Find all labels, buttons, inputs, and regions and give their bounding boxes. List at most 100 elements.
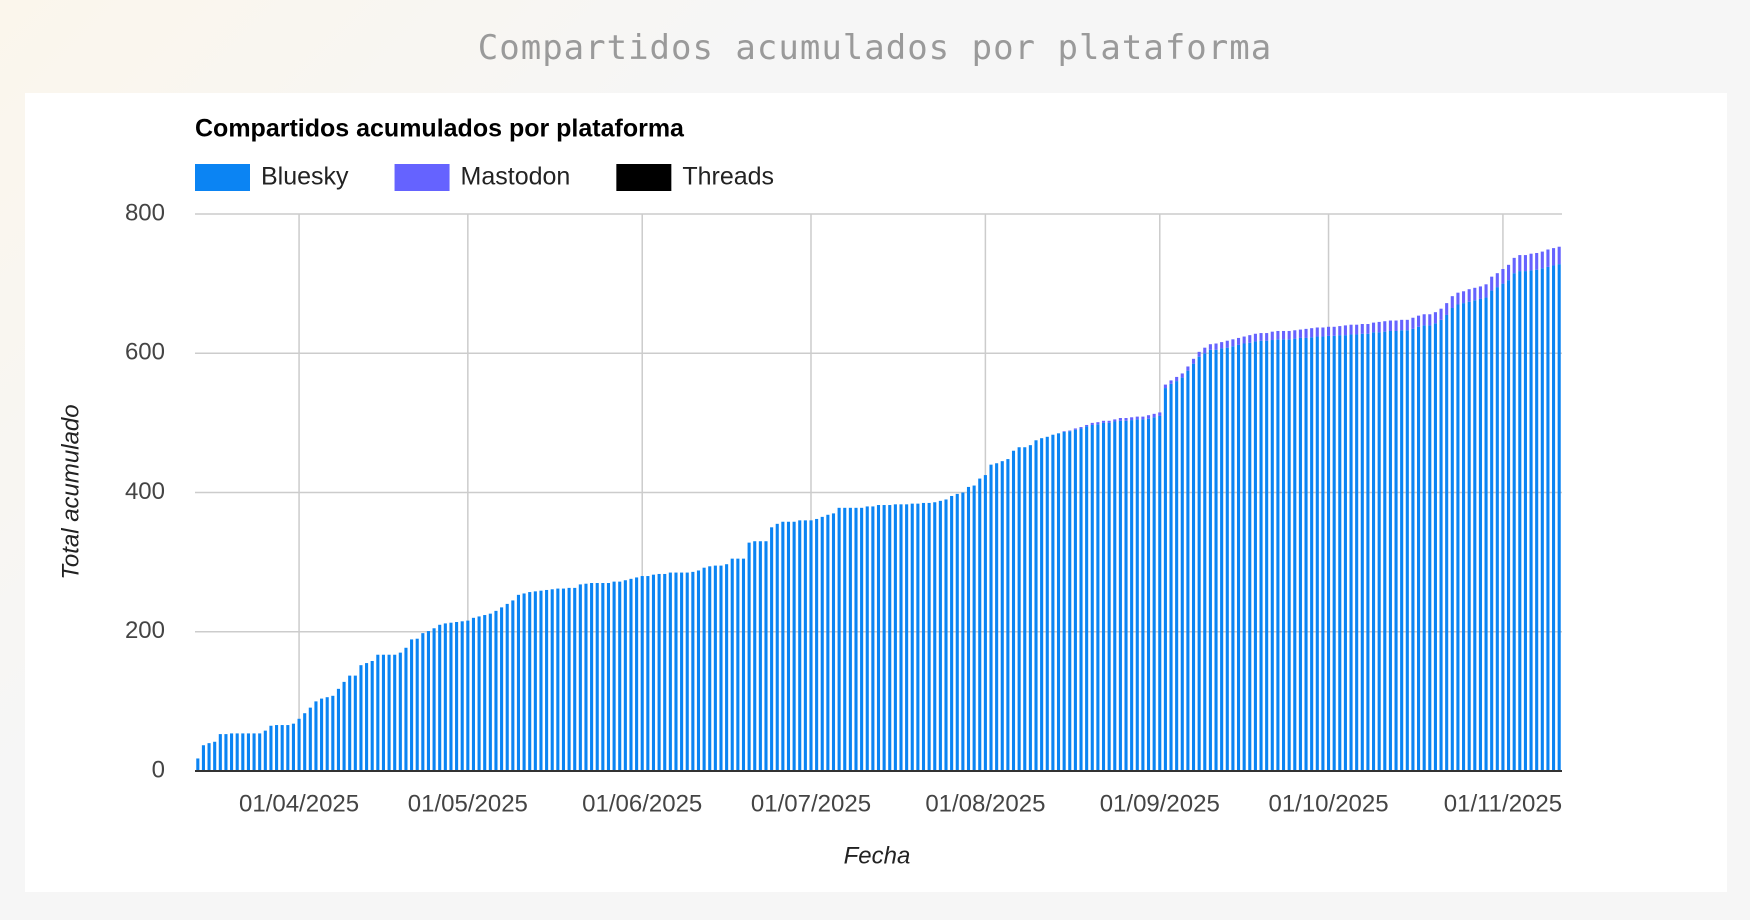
bar-segment [1343, 335, 1347, 771]
bar-segment [303, 713, 307, 771]
legend-label: Threads [682, 163, 774, 191]
bar-segment [1321, 327, 1325, 337]
bar-segment [1417, 326, 1421, 771]
bar-segment [359, 665, 363, 771]
bar-segment [905, 504, 909, 771]
bar-segment [803, 520, 807, 771]
bar-segment [1158, 415, 1162, 771]
bar-segment [1231, 339, 1235, 347]
bar-segment [545, 589, 549, 771]
bar-segment [1326, 335, 1331, 771]
bar-segment [353, 675, 357, 771]
bar-segment [1276, 339, 1280, 771]
bar-segment [1265, 340, 1269, 771]
bar-segment [1377, 321, 1381, 333]
bar-segment [263, 730, 267, 771]
bar-segment [1253, 341, 1257, 771]
bar-segment [1130, 417, 1134, 421]
bar-segment [230, 733, 234, 771]
bar-segment [1355, 324, 1359, 335]
bar-segment [910, 503, 914, 771]
bar-segment [1501, 283, 1505, 771]
bar-segment [1540, 251, 1544, 269]
bar-segment [280, 725, 284, 771]
bar-segment [539, 590, 543, 771]
bar-segment [415, 638, 419, 771]
bar-segment [955, 493, 959, 771]
bar-segment [646, 576, 650, 771]
bar-segment [1056, 433, 1061, 771]
bar-segment [719, 565, 723, 771]
bar-segment [1175, 376, 1179, 382]
bar-segment [978, 478, 982, 771]
bar-segment [1141, 419, 1145, 771]
bar-segment [601, 583, 605, 771]
bar-segment [1276, 330, 1280, 340]
bar-segment [1456, 292, 1460, 305]
bar-segment [286, 725, 290, 771]
bar-segment [1529, 270, 1533, 771]
bar-segment [471, 617, 476, 771]
bar-segment [1310, 337, 1314, 771]
x-tick-label: 01/11/2025 [1444, 790, 1562, 817]
bar-segment [1130, 420, 1134, 771]
bar-segment [1293, 330, 1297, 339]
bar-segment [606, 583, 611, 771]
bar-segment [1180, 373, 1184, 378]
bar-segment [1208, 344, 1212, 350]
bar-segment [1101, 420, 1106, 423]
bar-segment [381, 654, 386, 771]
bar-segment [826, 514, 830, 771]
bar-segment [1146, 418, 1151, 771]
bar-segment [1186, 370, 1190, 771]
bar-segment [1090, 424, 1094, 771]
bar-segment [725, 564, 729, 771]
bar-segment [1422, 325, 1426, 771]
bar-segment [1366, 333, 1370, 771]
bar-segment [1326, 326, 1331, 336]
bar-segment [438, 624, 442, 771]
bar-segment [455, 622, 459, 771]
bar-segment [1304, 328, 1308, 338]
bar-segment [1040, 438, 1044, 771]
bar-segment [1546, 266, 1550, 771]
bar-segment [1445, 314, 1449, 771]
bar-segment [1439, 308, 1443, 320]
bar-segment [860, 507, 864, 771]
bar-segment [1017, 447, 1021, 771]
bar-segment [1180, 377, 1184, 771]
bar-segment [933, 502, 937, 771]
bar-segment [1411, 317, 1415, 329]
bar-segment [921, 502, 926, 771]
bar-segment [961, 492, 965, 771]
bar-segment [1473, 287, 1477, 301]
bar-segment [888, 505, 892, 771]
bar-segment [618, 581, 622, 771]
bar-segment [730, 558, 734, 771]
bar-segment [657, 573, 661, 771]
bar-segment [876, 505, 881, 771]
bar-segment [1079, 427, 1083, 429]
bar-segment [792, 521, 796, 771]
bar-segment [623, 580, 627, 771]
bar-segment [736, 558, 740, 771]
bar-segment [848, 507, 852, 771]
bar-segment [387, 654, 391, 771]
bar-segment [252, 733, 256, 771]
bar-segment [1101, 422, 1106, 771]
bar-segment [528, 592, 532, 771]
bar-segment [522, 593, 526, 771]
bar-segment [1332, 335, 1336, 771]
bar-segment [550, 589, 554, 771]
bar-segment [348, 675, 352, 771]
bar-segment [1535, 252, 1539, 270]
bar-segment [1540, 268, 1544, 771]
bar-segment [320, 698, 324, 771]
bar-segment [1394, 330, 1398, 771]
x-tick-label: 01/04/2025 [239, 790, 359, 817]
bar-segment [843, 507, 847, 771]
bar-segment [1158, 412, 1162, 416]
bar-segment [1242, 336, 1246, 344]
bar-segment [1186, 366, 1190, 371]
bar-segment [1523, 271, 1527, 771]
